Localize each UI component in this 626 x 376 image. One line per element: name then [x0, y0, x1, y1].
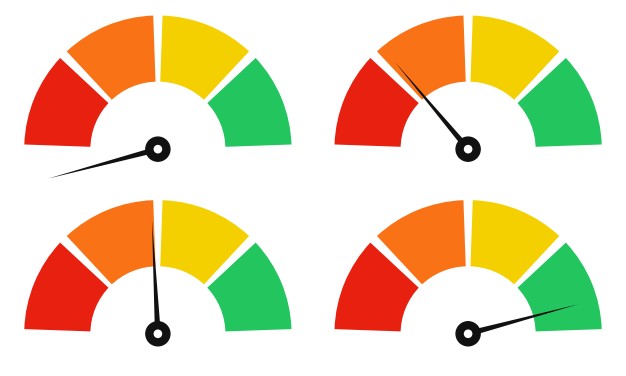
Circle shape — [456, 137, 480, 161]
Wedge shape — [24, 243, 109, 332]
Wedge shape — [207, 58, 292, 147]
Circle shape — [91, 267, 225, 376]
Wedge shape — [67, 15, 155, 100]
Wedge shape — [160, 200, 249, 285]
Wedge shape — [471, 15, 559, 100]
Wedge shape — [207, 243, 292, 332]
Circle shape — [154, 330, 162, 337]
Polygon shape — [152, 220, 161, 334]
Polygon shape — [395, 62, 470, 151]
Circle shape — [401, 82, 535, 216]
Wedge shape — [471, 200, 559, 285]
Circle shape — [464, 146, 472, 153]
Circle shape — [401, 267, 535, 376]
Wedge shape — [24, 58, 109, 147]
Wedge shape — [517, 58, 602, 147]
Circle shape — [146, 137, 170, 161]
Circle shape — [146, 322, 170, 346]
Wedge shape — [517, 243, 602, 332]
Wedge shape — [334, 243, 419, 332]
Circle shape — [91, 82, 225, 216]
Wedge shape — [377, 15, 466, 100]
Polygon shape — [468, 304, 578, 337]
Wedge shape — [67, 200, 155, 285]
Wedge shape — [377, 200, 466, 285]
Circle shape — [456, 322, 480, 346]
Wedge shape — [334, 58, 419, 147]
Circle shape — [464, 330, 472, 337]
Circle shape — [154, 146, 162, 153]
Polygon shape — [48, 146, 158, 179]
Wedge shape — [160, 15, 249, 100]
